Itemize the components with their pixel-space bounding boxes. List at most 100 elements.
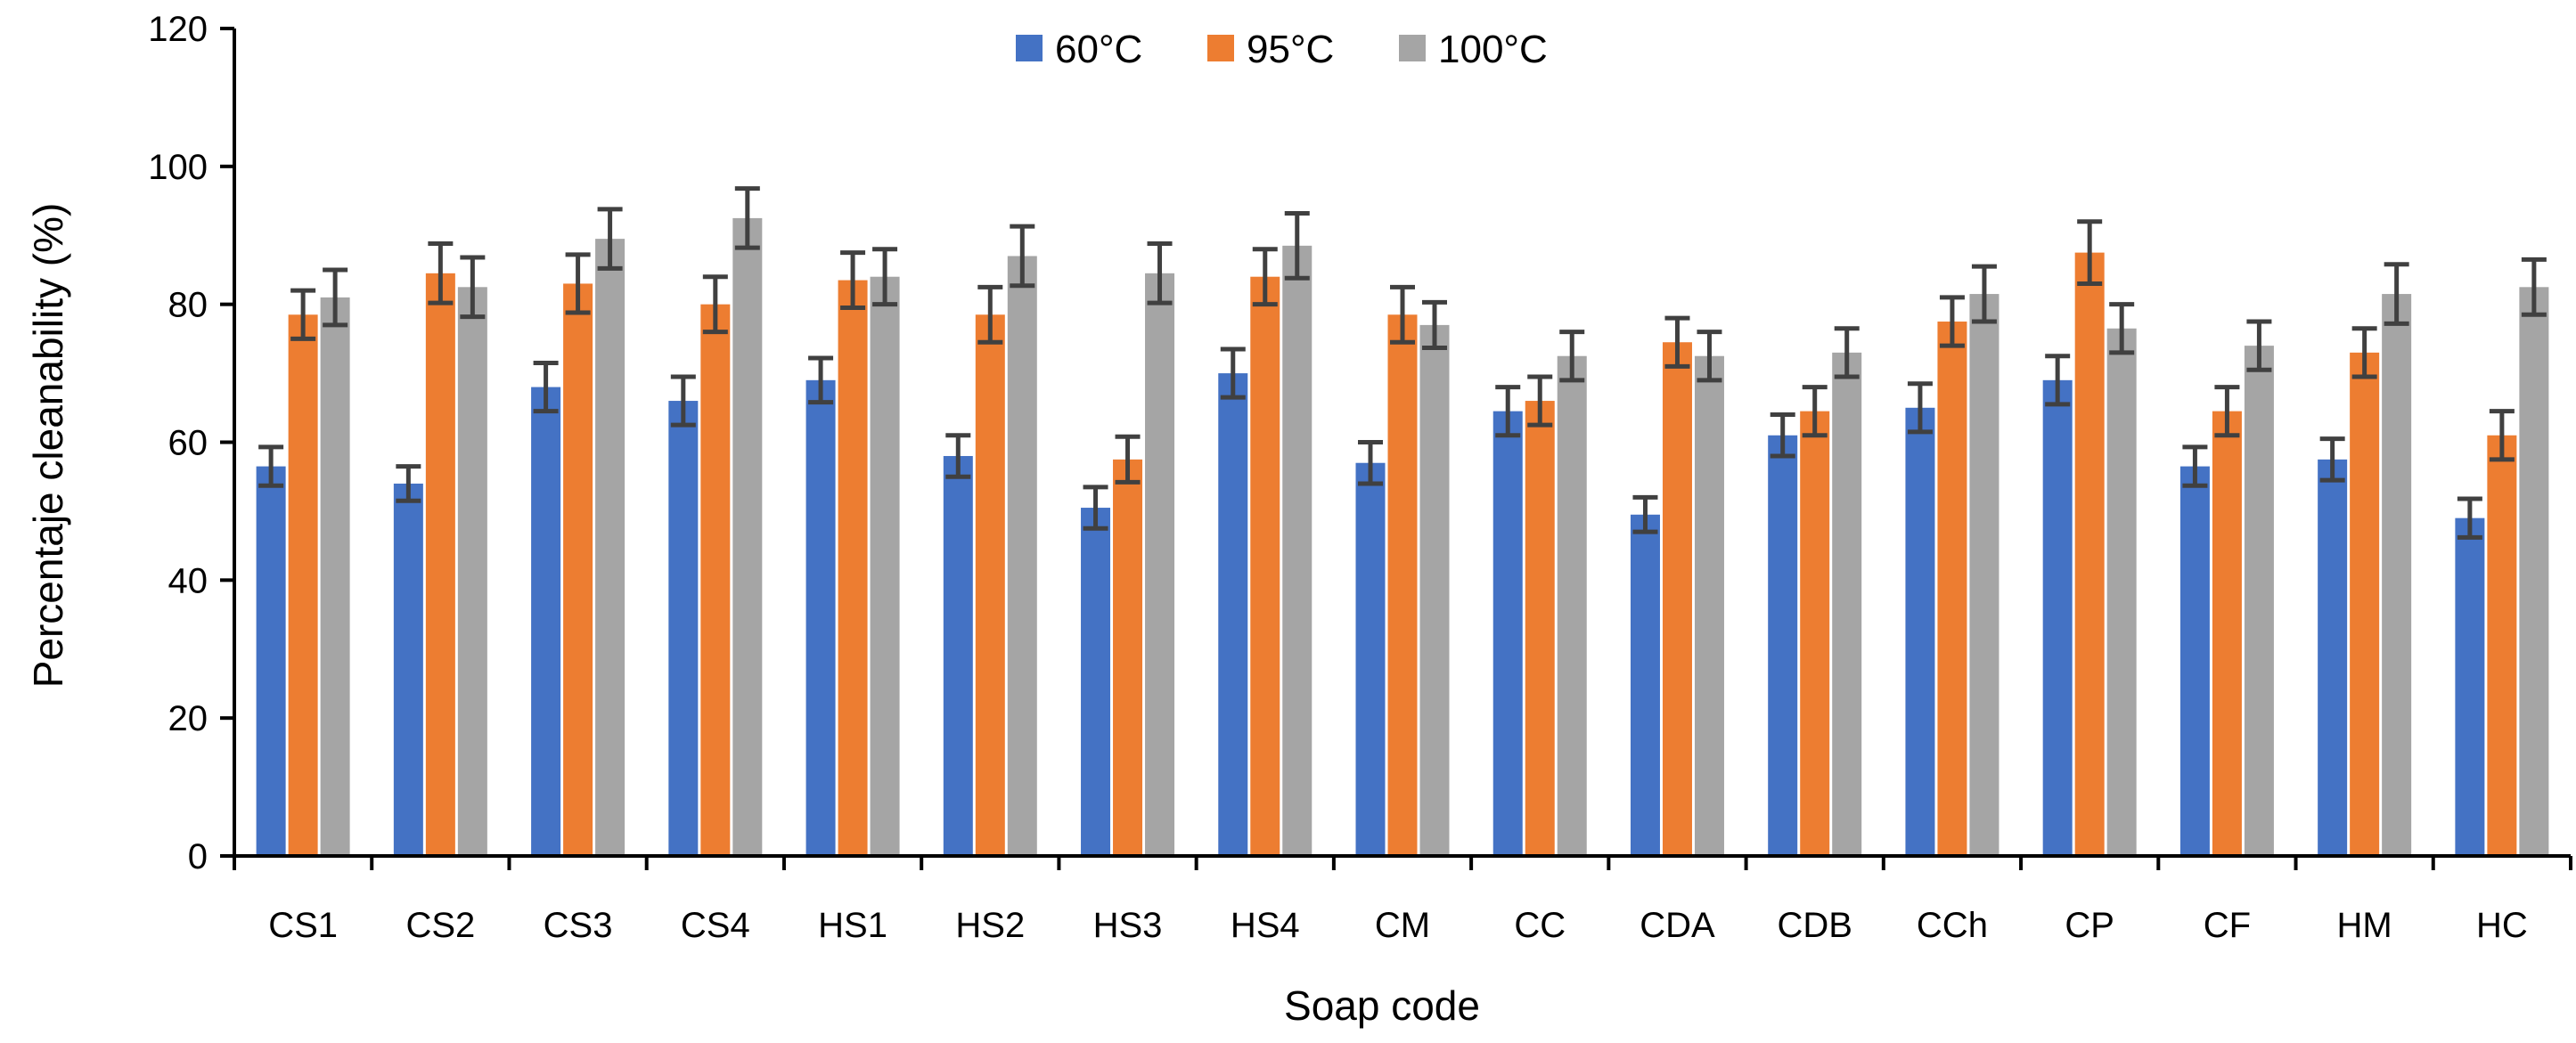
bar-CDA-95°C [1662,342,1692,856]
bar-CDB-100°C [1832,352,1862,856]
error-bar-CDA-100°C [1697,330,1722,383]
error-bar-CM-95°C [1390,284,1415,345]
error-bar-HS3-60°C [1083,485,1108,531]
error-bar-HS2-60°C [945,433,971,479]
bar-CCh-60°C [1905,407,1935,856]
error-bar-HS4-100°C [1284,210,1310,281]
error-bar-HS4-60°C [1220,346,1246,400]
bar-CP-95°C [2074,252,2105,857]
bars-group [256,217,2549,857]
x-tick-label: CDA [1640,906,1715,945]
error-bar-CF-95°C [2214,385,2240,438]
error-bar-HS2-95°C [977,284,1003,345]
bar-CS1-60°C [256,466,286,856]
error-bar-CDB-95°C [1802,385,1828,438]
error-bar-HS4-95°C [1252,247,1278,307]
error-bar-CC-100°C [1559,330,1585,383]
error-bar-CS3-95°C [565,252,591,315]
x-tick-label: CF [2204,906,2251,945]
bar-HC-95°C [2487,435,2517,856]
bar-HM-60°C [2318,459,2348,856]
bar-HS3-60°C [1081,508,1111,856]
error-bar-HS1-95°C [840,250,866,311]
bar-HS2-60°C [943,455,973,856]
error-bar-CDB-100°C [1834,326,1860,379]
legend-item: 95°C [1207,28,1334,71]
x-tick-label: HS2 [955,906,1025,945]
x-tick-label: HM [2337,906,2392,945]
bar-CC-100°C [1557,355,1587,857]
legend-swatch [1207,35,1234,61]
bar-CDA-100°C [1694,355,1724,857]
bar-CC-95°C [1525,401,1555,856]
bar-HC-100°C [2519,287,2549,856]
bar-CS3-95°C [563,283,593,857]
error-bar-CS3-100°C [597,207,623,271]
y-tick-label: 100 [148,148,208,187]
x-tick-label: CS4 [681,906,750,945]
bar-HM-100°C [2382,294,2412,856]
error-bar-CS3-60°C [533,360,559,414]
error-bar-CDA-60°C [1632,494,1658,534]
bar-HS3-95°C [1113,459,1143,856]
bar-CS2-60°C [393,483,423,856]
legend-swatch [1399,35,1426,61]
x-tick-label: CCh [1917,906,1988,945]
bar-HS1-95°C [838,280,868,857]
x-tick-label: CS2 [405,906,475,945]
error-bar-CS2-95°C [428,241,454,306]
y-tick-label: 80 [168,286,209,325]
error-bar-HS3-100°C [1147,241,1173,306]
bar-CCh-95°C [1937,322,1967,856]
error-bar-CS2-100°C [460,255,486,320]
bar-HS3-100°C [1145,273,1175,856]
legend-swatch [1016,35,1043,61]
y-tick-label: 0 [188,837,208,876]
legend-item: 60°C [1016,28,1142,71]
bar-CDB-95°C [1800,411,1830,856]
bar-CS4-95°C [700,304,731,857]
error-bar-CS4-95°C [702,274,728,335]
error-bar-CF-60°C [2182,444,2208,488]
error-bar-CS1-60°C [258,444,284,488]
y-tick-label: 20 [168,699,209,738]
x-tick-label: HS1 [818,906,887,945]
error-bar-CP-95°C [2077,219,2103,286]
bar-CS2-100°C [457,287,487,856]
bar-CDB-60°C [1768,435,1798,856]
bar-HS4-100°C [1282,245,1313,856]
error-bar-HS3-95°C [1115,434,1141,485]
error-bar-CM-100°C [1422,299,1447,350]
bar-HS4-60°C [1218,373,1248,856]
error-bar-CM-60°C [1358,440,1383,486]
x-tick-label: CP [2065,906,2114,945]
error-bar-CF-100°C [2246,319,2272,372]
error-bar-CC-95°C [1527,374,1553,428]
error-bar-HS2-100°C [1010,224,1035,289]
bar-CS1-100°C [320,297,350,856]
bar-CS4-100°C [732,217,763,857]
bar-CC-60°C [1492,411,1523,856]
error-bar-HC-100°C [2521,257,2547,317]
error-bar-CCh-95°C [1939,295,1965,348]
error-bar-HC-60°C [2457,496,2482,540]
bar-CM-100°C [1419,324,1450,856]
bar-CP-60°C [2042,379,2073,856]
bar-HS1-100°C [870,276,900,856]
bar-CS1-95°C [288,314,318,856]
bar-CCh-100°C [1969,294,1999,856]
error-bar-CS2-60°C [396,464,421,503]
bar-CS4-60°C [668,401,699,856]
bar-HC-60°C [2455,517,2485,856]
x-tick-label: CDB [1777,906,1852,945]
x-tick-label: CS1 [268,906,338,945]
error-bar-CP-60°C [2045,354,2071,407]
error-bar-HC-95°C [2489,409,2515,462]
y-axis-title: Percentaje cleanability (%) [25,203,71,689]
error-bar-HM-60°C [2319,436,2345,483]
x-axis-title: Soap code [1284,982,1480,1029]
bar-CF-95°C [2212,411,2242,856]
bar-HS4-95°C [1250,276,1280,856]
legend-label: 60°C [1055,28,1142,71]
